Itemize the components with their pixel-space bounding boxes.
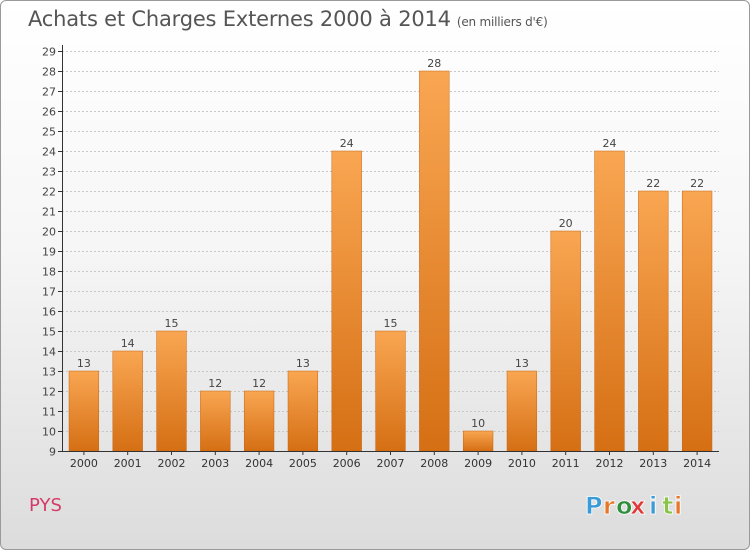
value-label: 14 xyxy=(121,337,135,350)
bar xyxy=(681,190,713,452)
y-tick-label: 23 xyxy=(42,166,56,179)
value-label: 20 xyxy=(559,217,573,230)
y-tick-label: 11 xyxy=(42,406,56,419)
y-tick-label: 15 xyxy=(42,326,56,339)
x-tick-label: 2001 xyxy=(114,457,142,470)
value-label: 13 xyxy=(515,357,529,370)
value-label: 22 xyxy=(690,177,704,190)
y-tick-label: 9 xyxy=(49,446,56,459)
logo-letter: t xyxy=(662,492,673,520)
bars xyxy=(68,70,713,452)
logo-letter: P xyxy=(585,492,603,520)
commune-name: PYS xyxy=(29,495,62,516)
bar xyxy=(462,430,494,452)
y-tick-label: 20 xyxy=(42,226,56,239)
x-tick-label: 2002 xyxy=(158,457,186,470)
y-tick-label: 17 xyxy=(42,286,56,299)
y-tick-label: 16 xyxy=(42,306,56,319)
bar xyxy=(638,190,669,452)
y-tick-label: 13 xyxy=(42,366,56,379)
bar xyxy=(419,70,450,452)
y-tick-label: 10 xyxy=(42,426,56,439)
y-tick-label: 24 xyxy=(42,146,56,159)
bar xyxy=(200,390,231,452)
x-tick-label: 2005 xyxy=(289,457,317,470)
bar xyxy=(287,370,319,452)
y-tick-label: 29 xyxy=(42,46,56,59)
x-tick-label: 2000 xyxy=(70,457,98,470)
chart-title-text: Achats et Charges Externes 2000 à 2014 xyxy=(28,7,451,31)
bar xyxy=(550,230,581,452)
value-label: 12 xyxy=(208,377,222,390)
logo-letter: x xyxy=(630,492,646,520)
x-tick-label: 2011 xyxy=(552,457,580,470)
x-tick-label: 2013 xyxy=(639,457,667,470)
x-tick-label: 2009 xyxy=(464,457,492,470)
logo-letter: i xyxy=(649,492,657,520)
chart-unit-label: (en milliers d'€) xyxy=(456,15,548,29)
logo-letter: r xyxy=(603,492,615,520)
y-tick-label: 22 xyxy=(42,186,56,199)
value-label: 24 xyxy=(340,137,354,150)
value-labels: 13 14 15 12 12 13 24 15 28 10 13 20 24 22 22 xyxy=(77,57,704,430)
y-tick-label: 12 xyxy=(42,386,56,399)
chart-title: Achats et Charges Externes 2000 à 2014 (e… xyxy=(28,7,548,31)
y-axis-ticks: 9 10 11 12 13 14 15 16 17 18 19 20 21 22 23 24 25 26 27 28 2… xyxy=(42,46,62,459)
value-label: 28 xyxy=(427,57,441,70)
x-tick-label: 2006 xyxy=(333,457,361,470)
bar xyxy=(506,370,538,452)
value-label: 10 xyxy=(471,417,485,430)
x-axis-ticks: 2000 2001 2002 2003 2004 2005 2006 2007 2008 2009… xyxy=(70,451,711,470)
x-tick-label: 2004 xyxy=(245,457,273,470)
bar xyxy=(594,150,625,452)
value-label: 15 xyxy=(165,317,179,330)
logo-letter: i xyxy=(674,492,682,520)
y-tick-label: 21 xyxy=(42,206,56,219)
y-tick-label: 14 xyxy=(42,346,56,359)
x-tick-label: 2014 xyxy=(683,457,711,470)
x-tick-label: 2003 xyxy=(201,457,229,470)
logo-letter: o xyxy=(616,492,633,520)
x-tick-label: 2010 xyxy=(508,457,536,470)
bar xyxy=(156,330,187,452)
bar xyxy=(375,330,406,452)
bar xyxy=(112,350,143,452)
x-tick-label: 2007 xyxy=(377,457,405,470)
value-label: 13 xyxy=(296,357,310,370)
bar xyxy=(331,150,362,452)
y-tick-label: 28 xyxy=(42,66,56,79)
y-tick-label: 26 xyxy=(42,106,56,119)
y-tick-label: 18 xyxy=(42,266,56,279)
x-tick-label: 2008 xyxy=(420,457,448,470)
y-tick-label: 27 xyxy=(42,86,56,99)
value-label: 22 xyxy=(646,177,660,190)
bar xyxy=(68,370,100,452)
value-label: 24 xyxy=(603,137,617,150)
bar xyxy=(243,390,275,452)
value-label: 15 xyxy=(384,317,398,330)
value-label: 13 xyxy=(77,357,91,370)
y-tick-label: 19 xyxy=(42,246,56,259)
y-tick-label: 25 xyxy=(42,126,56,139)
x-tick-label: 2012 xyxy=(596,457,624,470)
axes xyxy=(62,45,719,452)
value-label: 12 xyxy=(252,377,266,390)
